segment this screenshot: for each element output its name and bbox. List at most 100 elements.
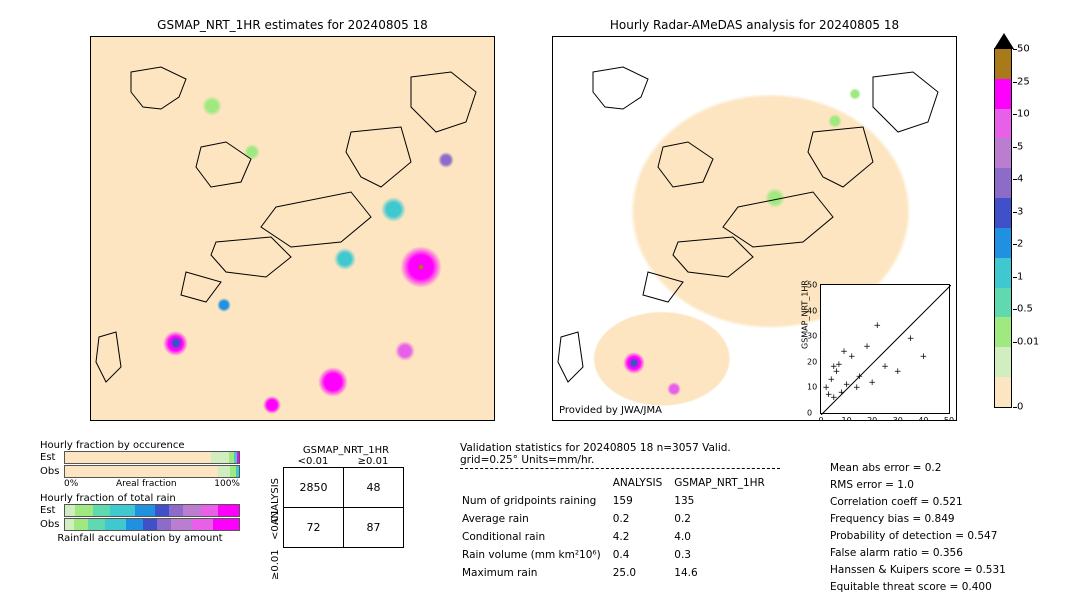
stats-key: Rain volume (mm km²10⁶) [462,547,611,563]
stats-left-block: Validation statistics for 20240805 18 n=… [460,442,780,583]
scatter-point: + [848,352,856,362]
stats-val-a: 159 [613,493,673,509]
frac-axis-right: 100% [214,479,240,489]
inset-tick: 20 [867,416,877,421]
colorbar-label: 2 [1017,239,1023,250]
x-axis-label: 145°E [408,420,438,421]
inset-tick: 30 [893,416,903,421]
right-map: Provided by JWA/JMA ++++++++++++++++++++… [552,36,957,421]
ct-head-left: <0.01 [283,456,343,467]
scatter-point: + [840,347,848,357]
frac-occ-obs-bar [64,465,240,478]
colorbar-label: 0.5 [1017,304,1033,315]
x-axis-label: 135°E [275,420,305,421]
colorbar-label: 5 [1017,141,1023,152]
stats-val-b: 135 [674,493,775,509]
frac-occ-est-bar [64,451,240,464]
colorbar-label: 50 [1017,44,1030,55]
frac-accum-title: Rainfall accumulation by amount [40,533,240,544]
inset-ylabel: GSMAP_NRT_1HR [801,280,810,349]
scatter-point: + [868,378,876,388]
scatter-inset: ++++++++++++++++++++ 01020304050 0102030… [820,284,950,414]
stats-right-line: Mean abs error = 0.2 [830,460,1006,477]
y-axis-label: 30°N [552,280,553,291]
frac-axis-left: 0% [64,479,78,489]
stats-col-b: GSMAP_NRT_1HR [674,475,775,491]
x-axis-label: 125°E [142,420,172,421]
stats-right-line: Frequency bias = 0.849 [830,511,1006,528]
scatter-point: + [881,362,889,372]
scatter-point: + [863,342,871,352]
stats-key: Maximum rain [462,565,611,581]
scatter-point: + [874,321,882,331]
x-axis-label: 140°E [804,420,834,421]
ct-row-bot: ≥0.01 [270,545,281,585]
ct-cell-00: 2850 [284,468,344,508]
stats-right-line: Correlation coeff = 0.521 [830,494,1006,511]
stats-val-a: 0.4 [613,547,673,563]
colorbar-label: 0.01 [1017,336,1039,347]
stats-val-b: 0.2 [674,511,775,527]
left-map: 45°N40°N35°N30°N25°N 125°E130°E135°E140°… [90,36,495,421]
colorbar-label: 0 [1017,402,1023,413]
x-axis-label: 145°E [870,420,900,421]
colorbar: 502510543210.50.010 [994,48,1012,408]
y-axis-label: 30°N [90,280,91,291]
colorbar-label: 4 [1017,174,1023,185]
left-map-title: GSMAP_NRT_1HR estimates for 20240805 18 [90,18,495,32]
y-axis-label: 35°N [552,210,553,221]
frac-obs-label: Obs [40,466,64,477]
stats-col-a: ANALYSIS [613,475,673,491]
frac-est-label: Est [40,452,64,463]
y-axis-label: 25°N [552,351,553,362]
y-axis-label: 40°N [90,139,91,150]
stats-key: Average rain [462,511,611,527]
x-axis-label: 130°E [209,420,239,421]
inset-tick: 40 [918,416,928,421]
y-axis-label: 45°N [552,68,553,79]
inset-tick: 0 [807,409,812,418]
stats-right-line: Equitable threat score = 0.400 [830,579,1006,596]
ct-head-right: ≥0.01 [343,456,403,467]
frac-tot-obs-bar [64,518,240,531]
frac-tot-est-bar [64,504,240,517]
stats-right-line: Probability of detection = 0.547 [830,528,1006,545]
ct-row-top: <0.01 [270,505,281,545]
scatter-point: + [856,372,864,382]
contingency-table: GSMAP_NRT_1HR ANALYSIS <0.01 ≥0.01 2850 … [270,445,404,548]
ct-cell-11: 87 [344,508,404,548]
stats-val-a: 4.2 [613,529,673,545]
x-axis-label: 135°E [737,420,767,421]
x-axis-label: 140°E [342,420,372,421]
ct-cell-10: 72 [284,508,344,548]
scatter-point: + [843,380,851,390]
stats-header: Validation statistics for 20240805 18 n=… [460,442,780,466]
colorbar-label: 10 [1017,109,1030,120]
inset-tick: 10 [807,383,817,392]
colorbar-label: 3 [1017,206,1023,217]
stats-right-block: Mean abs error = 0.2RMS error = 1.0Corre… [830,460,1006,596]
stats-val-a: 0.2 [613,511,673,527]
scatter-point: + [830,362,838,372]
scatter-point: + [907,334,915,344]
stats-right-line: Hanssen & Kuipers score = 0.531 [830,562,1006,579]
y-axis-label: 25°N [90,351,91,362]
frac-est-label-2: Est [40,505,64,516]
inset-tick: 50 [944,416,954,421]
y-axis-label: 35°N [90,210,91,221]
right-map-title: Hourly Radar-AMeDAS analysis for 2024080… [552,18,957,32]
stats-right-line: RMS error = 1.0 [830,477,1006,494]
ct-head-main: GSMAP_NRT_1HR [288,445,404,456]
inset-tick: 0 [818,416,823,421]
scatter-point: + [830,393,838,403]
colorbar-label: 25 [1017,76,1030,87]
colorbar-overflow-icon [994,33,1014,49]
stats-val-a: 25.0 [613,565,673,581]
stats-val-b: 4.0 [674,529,775,545]
y-axis-label: 40°N [552,139,553,150]
frac-axis-center: Areal fraction [116,479,177,489]
stats-val-b: 14.6 [674,565,775,581]
colorbar-label: 1 [1017,271,1023,282]
stats-key: Conditional rain [462,529,611,545]
x-axis-label: 125°E [604,420,634,421]
